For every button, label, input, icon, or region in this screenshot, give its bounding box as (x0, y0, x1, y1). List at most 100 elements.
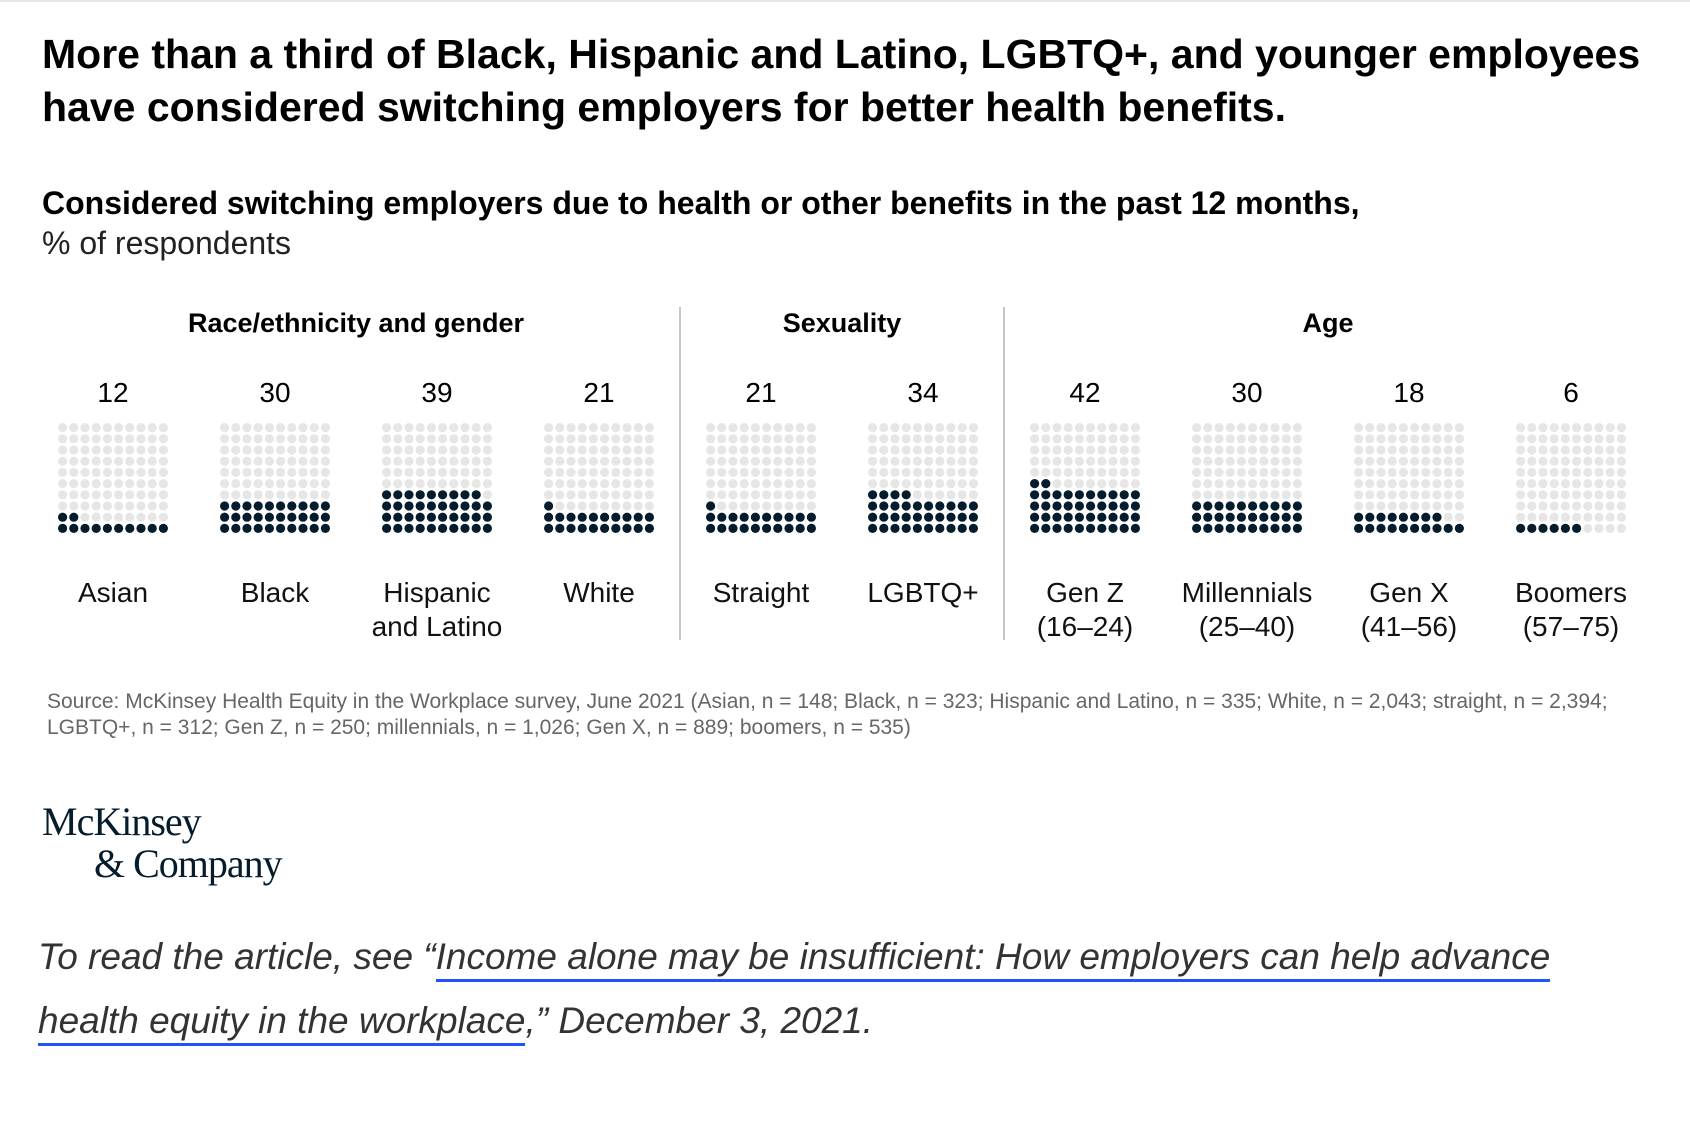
waffle-dot-filled (1214, 512, 1224, 522)
waffle-dot-empty (382, 479, 392, 489)
waffle-dot-filled (1354, 523, 1364, 533)
waffle-dot-filled (1443, 523, 1453, 533)
waffle-dot-filled (879, 512, 889, 522)
waffle-dot-filled (1086, 490, 1096, 500)
waffle-dot-filled (706, 512, 716, 522)
waffle-dot-empty (231, 467, 241, 477)
waffle-dot-empty (1432, 445, 1442, 455)
waffle-dot-empty (91, 423, 101, 433)
waffle-dot-empty (1074, 434, 1084, 444)
waffle-dot-filled (762, 512, 772, 522)
waffle-dot-empty (114, 456, 124, 466)
waffle-dot-empty (253, 467, 263, 477)
waffle-dot-empty (1616, 423, 1626, 433)
waffle-dot-filled (69, 512, 79, 522)
waffle-dot-empty (287, 423, 297, 433)
waffle-dot-empty (1538, 479, 1548, 489)
waffle-dot-filled (415, 490, 425, 500)
waffle-dot-empty (1616, 467, 1626, 477)
waffle-dot-empty (1376, 490, 1386, 500)
waffle-dot-empty (1376, 456, 1386, 466)
category-label: Straight (713, 577, 810, 608)
waffle-dot-filled (298, 523, 308, 533)
waffle-dot-filled (1130, 523, 1140, 533)
waffle-dot-empty (1560, 512, 1570, 522)
waffle-dot-empty (717, 490, 727, 500)
waffle-dot-empty (728, 456, 738, 466)
waffle-dot-empty (1236, 479, 1246, 489)
waffle-dot-empty (706, 467, 716, 477)
waffle-dot-empty (912, 490, 923, 500)
waffle-dot-empty (460, 445, 470, 455)
waffle-dot-empty (231, 434, 241, 444)
waffle-dot-filled (1052, 490, 1062, 500)
waffle-dot-empty (555, 501, 565, 511)
chart-subtitle: Considered switching employers due to he… (42, 185, 1360, 221)
waffle-dot-empty (404, 479, 414, 489)
waffle-dot-empty (1214, 479, 1224, 489)
waffle-dot-empty (114, 490, 124, 500)
waffle-dot-empty (1203, 456, 1213, 466)
waffle-dot-filled (1398, 512, 1408, 522)
waffle-dot-empty (622, 456, 632, 466)
waffle-dot-empty (1398, 479, 1408, 489)
waffle-dot-empty (1594, 490, 1604, 500)
waffle-dot-filled (460, 501, 470, 511)
waffle-dot-empty (1538, 490, 1548, 500)
waffle-dot-empty (1616, 512, 1626, 522)
waffle-dot-filled (968, 512, 979, 522)
waffle-dot-filled (449, 523, 459, 533)
waffle-dot-empty (1030, 434, 1040, 444)
category-label: White (563, 577, 635, 608)
waffle-dot-empty (1572, 467, 1582, 477)
waffle-dot-empty (1030, 445, 1040, 455)
waffle-dot-empty (1192, 445, 1202, 455)
waffle-dot-empty (404, 445, 414, 455)
waffle-dot-empty (600, 456, 610, 466)
waffle-dot-empty (1432, 423, 1442, 433)
waffle-dot-filled (622, 523, 632, 533)
waffle-dot-filled (644, 512, 655, 522)
waffle-dot-filled (382, 523, 392, 533)
waffle-dot-empty (1236, 490, 1246, 500)
waffle-dot-filled (806, 523, 817, 533)
article-link[interactable]: Income alone may be insufficient: How em… (38, 936, 1551, 1046)
waffle-dot-empty (901, 456, 911, 466)
waffle-dot-empty (1052, 456, 1062, 466)
waffle-dot-filled (147, 523, 157, 533)
waffle-dot-filled (633, 512, 643, 522)
waffle-dot-empty (784, 490, 794, 500)
waffle-dot-empty (1560, 479, 1570, 489)
waffle-dot-filled (1365, 512, 1375, 522)
waffle-dot-empty (762, 434, 772, 444)
waffle-dot-filled (1376, 523, 1386, 533)
waffle-dot-filled (1259, 501, 1269, 511)
waffle-dot-filled (566, 523, 576, 533)
waffle-dot-empty (1270, 456, 1280, 466)
waffle-dot-filled (1130, 501, 1140, 511)
waffle-dot-empty (957, 456, 967, 466)
waffle-dot-empty (1594, 501, 1604, 511)
waffle-dot-empty (611, 490, 621, 500)
waffle-dot-empty (220, 490, 230, 500)
waffle-dot-empty (1443, 445, 1453, 455)
waffle-dot-filled (1119, 523, 1129, 533)
waffle-dot-empty (449, 423, 459, 433)
waffle-dot-filled (276, 512, 286, 522)
waffle-dot-empty (1052, 423, 1062, 433)
waffle-dot-filled (1063, 490, 1073, 500)
waffle-dot-empty (588, 467, 599, 477)
waffle-dot-filled (1248, 512, 1258, 522)
waffle-dot-empty (544, 456, 554, 466)
waffle-dot-empty (1376, 501, 1386, 511)
waffle-dot-filled (912, 512, 923, 522)
waffle-dot-empty (1605, 456, 1615, 466)
waffle-dot-empty (1248, 456, 1258, 466)
waffle-dot-empty (1292, 467, 1302, 477)
waffle-dot-empty (806, 479, 817, 489)
waffle-dot-empty (1538, 467, 1548, 477)
category-label-line2: (41–56) (1361, 611, 1458, 642)
waffle-dot-empty (1605, 434, 1615, 444)
waffle-dot-filled (566, 512, 576, 522)
category-label: Gen X (1369, 577, 1449, 608)
